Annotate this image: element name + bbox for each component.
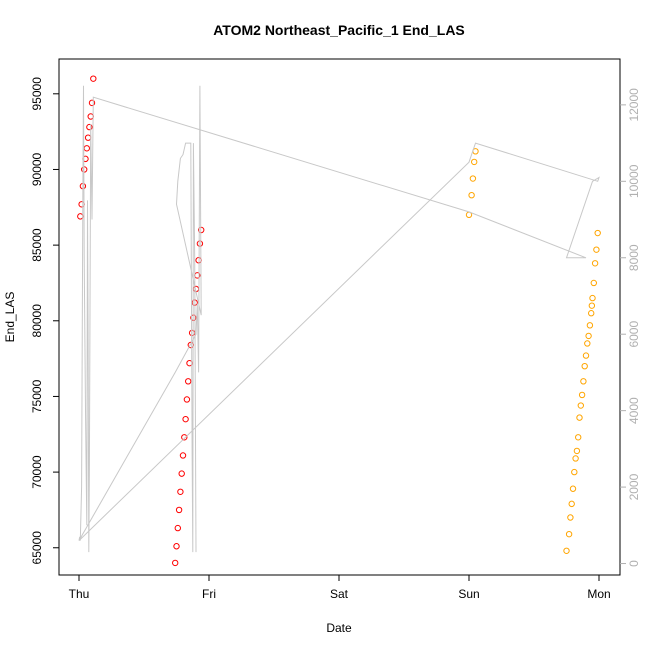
data-point [569,485,577,492]
data-point [565,530,573,538]
data-point [468,191,475,199]
data-point [181,434,188,441]
x-axis: Thu Fri Sat Sun Mon [69,575,611,601]
y2-tick-label: 4000 [627,397,641,424]
data-point [591,260,599,267]
x-tick-label: Mon [587,587,610,601]
data-point [77,213,84,220]
y2-tick-label: 0 [627,560,641,567]
data-point [582,352,590,359]
data-point [581,362,588,370]
series-layer [77,75,601,567]
data-point [90,75,97,82]
data-point [573,447,581,455]
data-point [577,402,584,409]
data-point [585,332,592,340]
data-point [584,340,591,347]
chart-title: ATOM2 Northeast_Pacific_1 End_LAS [213,22,465,38]
data-point [178,470,185,477]
data-point [88,99,96,107]
data-point [469,175,477,182]
y-tick-label: 65000 [30,531,44,565]
data-point [594,229,601,237]
y2-tick-label: 6000 [627,321,641,348]
y2-tick-label: 8000 [627,244,641,271]
y-axis-label: End_LAS [3,292,17,343]
data-point [185,378,192,385]
data-point [576,414,583,421]
data-point [179,452,187,459]
x-tick-label: Thu [69,587,90,601]
x-axis-label: Date [326,621,352,635]
y-tick-label: 95000 [30,77,44,111]
data-point [172,559,179,567]
data-point [173,543,180,550]
plot-frame [58,58,621,576]
x-tick-label: Sat [330,587,349,601]
data-point [589,294,596,302]
data-point [563,547,570,554]
data-point [177,488,184,495]
series-line-2 [78,85,600,553]
y-tick-label: 70000 [30,455,44,489]
y-axis-right: 0 2000 4000 6000 8000 10000 12000 [620,88,641,567]
data-point [175,506,183,514]
data-point [196,240,204,247]
data-point [567,514,574,521]
data-point [575,434,582,441]
data-point [580,378,587,385]
x-tick-label: Fri [202,587,216,601]
y2-tick-label: 2000 [627,473,641,500]
data-point [183,396,191,403]
data-point [83,145,91,152]
y-tick-label: 90000 [30,152,44,186]
data-point [578,391,586,399]
data-point [572,455,579,462]
y-tick-label: 85000 [30,228,44,262]
data-point [84,134,92,141]
y-axis-left: 65000 70000 75000 80000 85000 90000 95000 [30,77,59,565]
data-point [471,158,478,166]
data-point [588,310,595,317]
y-tick-label: 75000 [30,379,44,413]
data-point [571,468,578,476]
y2-tick-label: 10000 [627,164,641,198]
data-point [174,524,182,532]
x-tick-label: Sun [458,587,479,601]
data-point [568,500,575,508]
data-point [593,246,600,253]
data-point [590,279,597,287]
data-point [86,123,93,131]
data-point [182,415,189,423]
y2-tick-label: 12000 [627,88,641,122]
data-point [586,322,594,329]
y-tick-label: 80000 [30,304,44,338]
data-point [588,302,596,309]
